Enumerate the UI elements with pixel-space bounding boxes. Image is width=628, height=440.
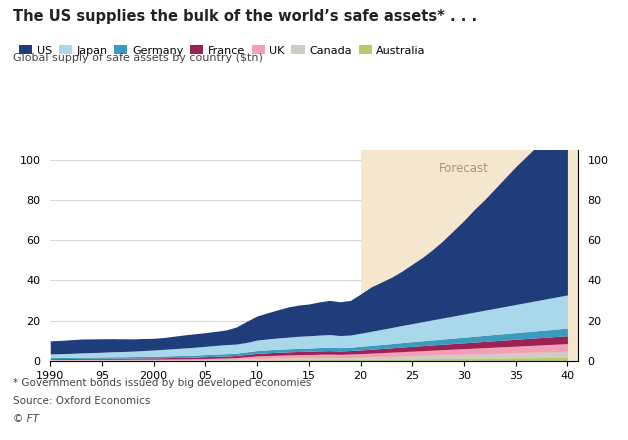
Bar [360, 129, 578, 361]
Text: Forecast: Forecast [439, 161, 489, 175]
Text: Global supply of safe assets by country ($tn): Global supply of safe assets by country … [13, 53, 263, 63]
Text: Source: Oxford Economics: Source: Oxford Economics [13, 396, 150, 406]
Text: * Government bonds issued by big developed economies: * Government bonds issued by big develop… [13, 378, 311, 389]
Text: The US supplies the bulk of the world’s safe assets* . . .: The US supplies the bulk of the world’s … [13, 9, 477, 24]
Text: © FT: © FT [13, 414, 38, 424]
Legend: US, Japan, Germany, France, UK, Canada, Australia: US, Japan, Germany, France, UK, Canada, … [19, 45, 426, 55]
